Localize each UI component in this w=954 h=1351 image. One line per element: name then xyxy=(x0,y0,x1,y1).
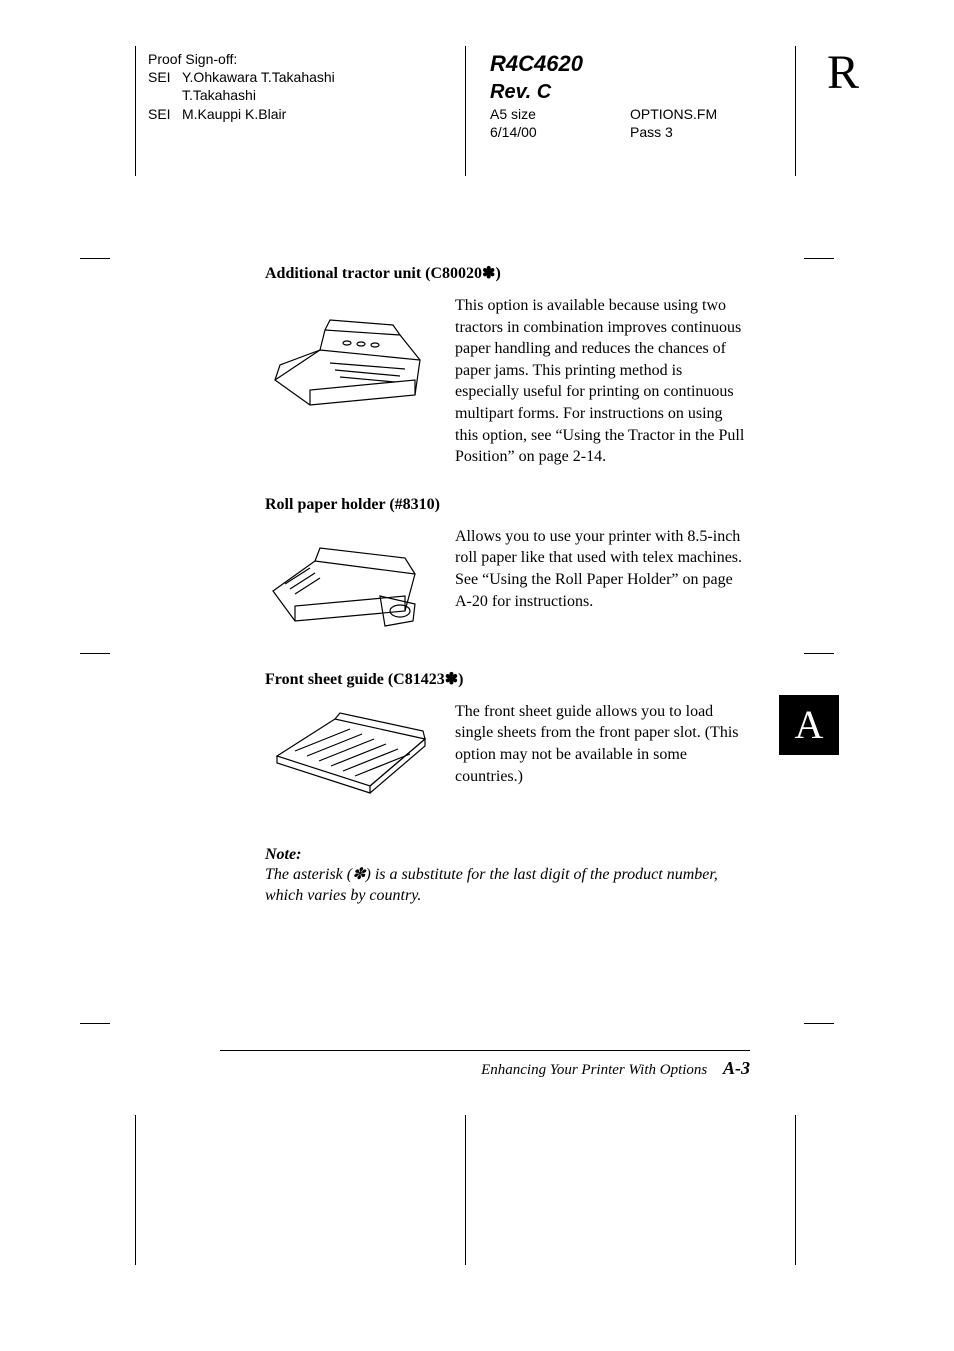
crop-mark xyxy=(80,1023,110,1024)
roll-paper-holder-illustration xyxy=(265,526,435,641)
proof-names: M.Kauppi K.Blair xyxy=(182,105,286,123)
header-divider xyxy=(795,46,796,176)
section-text: The front sheet guide allows you to load… xyxy=(455,701,745,806)
proof-signoff: Proof Sign-off: SEI Y.Ohkawara T.Takahas… xyxy=(148,50,335,123)
proof-sei: SEI xyxy=(148,68,182,86)
proof-names: Y.Ohkawara T.Takahashi xyxy=(182,68,335,86)
doc-info: R4C4620 Rev. C A5 size OPTIONS.FM 6/14/0… xyxy=(490,50,717,141)
doc-meta: OPTIONS.FM xyxy=(630,105,717,123)
footer-divider xyxy=(135,1115,136,1265)
doc-meta: Pass 3 xyxy=(630,123,673,141)
note-body: The asterisk (✽) is a substitute for the… xyxy=(265,864,745,907)
doc-meta-row: A5 size OPTIONS.FM xyxy=(490,105,717,123)
note-title: Note: xyxy=(265,846,745,864)
header-divider xyxy=(135,46,136,176)
section-body: The front sheet guide allows you to load… xyxy=(265,701,745,806)
proof-title: Proof Sign-off: xyxy=(148,50,335,68)
crop-mark xyxy=(804,1023,834,1024)
proof-sei xyxy=(148,86,182,104)
crop-mark xyxy=(804,653,834,654)
footer-title: Enhancing Your Printer With Options xyxy=(481,1062,707,1078)
crop-mark xyxy=(80,653,110,654)
section-title: Additional tractor unit (C80020✽) xyxy=(265,263,745,283)
doc-rev: Rev. C xyxy=(490,79,717,105)
proof-names: T.Takahashi xyxy=(182,86,256,104)
section-body: Allows you to use your printer with 8.5-… xyxy=(265,526,745,641)
proof-row: SEI Y.Ohkawara T.Takahashi xyxy=(148,68,335,86)
section-text: This option is available because using t… xyxy=(455,295,745,468)
doc-meta: A5 size xyxy=(490,105,630,123)
front-sheet-guide-illustration xyxy=(265,701,435,806)
proof-row: SEI M.Kauppi K.Blair xyxy=(148,105,335,123)
section-tab: A xyxy=(779,695,839,755)
footer-divider xyxy=(795,1115,796,1265)
doc-meta-row: 6/14/00 Pass 3 xyxy=(490,123,717,141)
page-side-letter: R xyxy=(827,45,859,100)
section-title: Roll paper holder (#8310) xyxy=(265,496,745,514)
doc-meta: 6/14/00 xyxy=(490,123,630,141)
proof-sei: SEI xyxy=(148,105,182,123)
section-text: Allows you to use your printer with 8.5-… xyxy=(455,526,745,641)
footer-divider xyxy=(465,1115,466,1265)
header-divider xyxy=(465,46,466,176)
tractor-unit-illustration xyxy=(265,295,435,468)
footer-page: A-3 xyxy=(723,1058,750,1078)
doc-title: R4C4620 xyxy=(490,50,717,79)
crop-mark xyxy=(804,258,834,259)
crop-mark xyxy=(80,258,110,259)
section-title: Front sheet guide (C81423✽) xyxy=(265,669,745,689)
section-body: This option is available because using t… xyxy=(265,295,745,468)
proof-row: T.Takahashi xyxy=(148,86,335,104)
footer: Enhancing Your Printer With Options A-3 xyxy=(220,1058,750,1079)
page-content: Additional tractor unit (C80020✽) This o… xyxy=(265,263,745,907)
footer-rule xyxy=(220,1050,750,1051)
